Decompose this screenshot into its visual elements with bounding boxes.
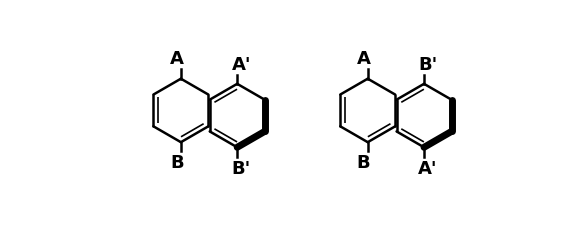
Text: B: B	[357, 154, 370, 172]
Text: B': B'	[419, 55, 438, 73]
Text: B: B	[170, 154, 184, 172]
Text: A': A'	[419, 159, 438, 177]
Text: A: A	[357, 50, 370, 68]
Text: A': A'	[231, 55, 251, 73]
Text: B': B'	[232, 159, 251, 177]
Text: A: A	[170, 50, 184, 68]
